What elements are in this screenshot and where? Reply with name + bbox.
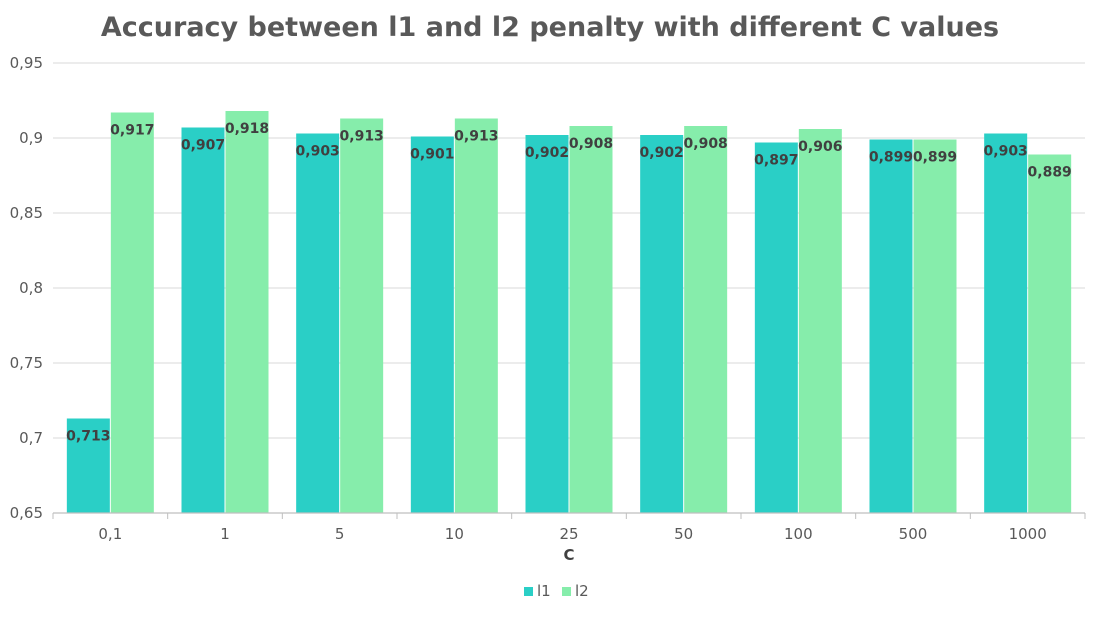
data-label-l1: 0,903 xyxy=(296,144,340,160)
data-label-l2: 0,913 xyxy=(340,129,384,145)
y-tick-label: 0,65 xyxy=(10,504,43,522)
x-tick-label: 0,1 xyxy=(98,525,122,543)
bar-l2 xyxy=(913,139,957,513)
bar-l2 xyxy=(569,126,613,513)
legend-label-l1: l1 xyxy=(537,582,551,600)
data-label-l2: 0,889 xyxy=(1028,165,1072,181)
bar-l2 xyxy=(1028,154,1072,513)
data-label-l2: 0,899 xyxy=(913,150,957,166)
bar-l1 xyxy=(984,133,1028,513)
data-label-l1: 0,907 xyxy=(181,138,225,154)
x-tick-label: 25 xyxy=(559,525,578,543)
y-tick-label: 0,85 xyxy=(10,204,43,222)
data-label-l1: 0,902 xyxy=(640,145,684,161)
y-tick-label: 0,8 xyxy=(19,279,43,297)
bar-l2 xyxy=(454,118,498,513)
x-tick-label: 100 xyxy=(784,525,813,543)
y-tick-label: 0,75 xyxy=(10,354,43,372)
x-tick-label: 500 xyxy=(899,525,928,543)
bar-l1 xyxy=(754,142,798,513)
x-tick-label: 10 xyxy=(445,525,464,543)
data-label-l2: 0,906 xyxy=(798,139,842,155)
x-tick-label: 50 xyxy=(674,525,693,543)
x-tick-label: 5 xyxy=(335,525,345,543)
legend-swatch-l2 xyxy=(562,587,571,596)
data-label-l1: 0,902 xyxy=(525,145,569,161)
y-tick-label: 0,7 xyxy=(19,429,43,447)
legend-swatch-l1 xyxy=(524,587,533,596)
bar-l1 xyxy=(296,133,340,513)
data-label-l1: 0,713 xyxy=(66,429,110,445)
bar-l1 xyxy=(640,135,684,513)
bar-l1 xyxy=(410,136,454,513)
bar-l2 xyxy=(225,111,269,513)
data-label-l2: 0,918 xyxy=(225,121,269,137)
bar-l2 xyxy=(110,112,154,513)
data-label-l2: 0,913 xyxy=(454,129,498,145)
bar-l1 xyxy=(525,135,569,513)
bar-l2 xyxy=(798,129,842,513)
y-tick-label: 0,95 xyxy=(10,54,43,72)
bar-l1 xyxy=(869,139,913,513)
x-axis-title: C xyxy=(563,546,574,564)
data-label-l2: 0,908 xyxy=(569,136,613,152)
bar-l2 xyxy=(340,118,384,513)
data-label-l1: 0,903 xyxy=(984,144,1028,160)
x-tick-label: 1000 xyxy=(1009,525,1047,543)
data-label-l2: 0,908 xyxy=(684,136,728,152)
data-label-l1: 0,901 xyxy=(410,147,454,163)
bar-l2 xyxy=(684,126,728,513)
legend-label-l2: l2 xyxy=(575,582,589,600)
chart-title: Accuracy between l1 and l2 penalty with … xyxy=(100,12,1000,43)
data-label-l1: 0,899 xyxy=(869,150,913,166)
bar-l1 xyxy=(181,127,225,513)
bar-l1 xyxy=(66,418,110,513)
data-label-l1: 0,897 xyxy=(754,153,798,169)
y-tick-label: 0,9 xyxy=(19,129,43,147)
x-tick-label: 1 xyxy=(220,525,230,543)
data-label-l2: 0,917 xyxy=(110,123,154,139)
